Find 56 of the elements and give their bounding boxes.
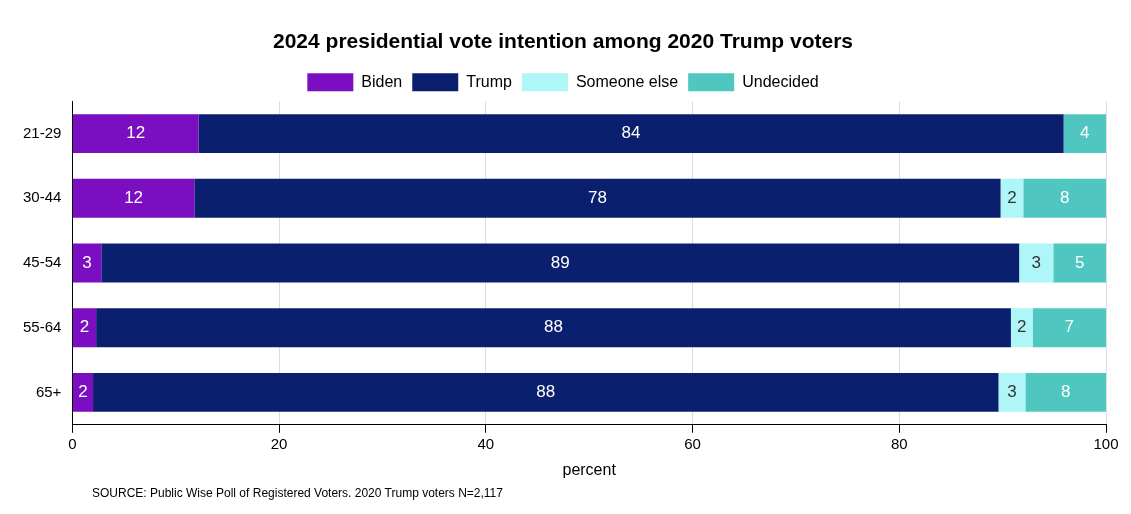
bar — [1053, 243, 1106, 283]
data-label: 4 — [1080, 123, 1090, 143]
bar — [1023, 178, 1106, 218]
bar — [998, 373, 1026, 412]
legend-label: Someone else — [575, 72, 679, 90]
x-tick-label: 60 — [684, 434, 701, 452]
bar — [1010, 308, 1033, 348]
x-tick-label: 100 — [1093, 434, 1119, 452]
data-label: 84 — [621, 123, 641, 143]
bar — [1063, 114, 1106, 153]
data-label: 2 — [1007, 187, 1017, 207]
y-tick-label: 30-44 — [22, 188, 62, 206]
source-note: SOURCE: Public Wise Poll of Registered Voters. 2020 Trump voters N=2,117 — [92, 486, 503, 500]
x-tick-label: 40 — [477, 434, 495, 452]
y-tick-label: 65+ — [35, 382, 62, 400]
bar — [72, 114, 199, 153]
y-tick-label: 55-64 — [22, 317, 62, 335]
bar — [1019, 243, 1054, 283]
bar — [72, 178, 195, 218]
bar — [72, 243, 102, 283]
x-tick-label: 80 — [890, 434, 908, 452]
legend-label: Trump — [466, 72, 512, 90]
data-label: 12 — [124, 187, 144, 207]
data-label: 8 — [1060, 382, 1071, 402]
bar — [93, 373, 999, 412]
data-label: 2 — [79, 317, 90, 337]
data-label: 12 — [126, 123, 146, 143]
bar — [1025, 373, 1106, 412]
x-tick-label: 20 — [270, 434, 288, 452]
y-tick-label: 21-29 — [22, 123, 62, 141]
bar — [1032, 308, 1106, 348]
data-label: 89 — [550, 252, 570, 272]
data-label: 8 — [1059, 187, 1070, 207]
bar — [198, 114, 1064, 153]
data-label: 2 — [1017, 317, 1027, 337]
chart-title: 2024 presidential vote intention among 2020 Trump voters — [272, 29, 854, 53]
data-label: 3 — [1031, 252, 1041, 272]
legend-label: Biden — [361, 72, 403, 90]
y-tick-label: 45-54 — [22, 253, 62, 271]
data-label: 78 — [587, 187, 607, 207]
data-label: 2 — [78, 382, 88, 402]
bar — [1000, 178, 1024, 218]
data-label: 88 — [544, 317, 563, 337]
bar — [72, 373, 94, 412]
data-label: 88 — [536, 382, 556, 402]
bar — [194, 178, 1001, 218]
data-label: 5 — [1074, 252, 1085, 272]
x-tick-label: 0 — [68, 434, 77, 452]
data-label: 3 — [82, 252, 92, 272]
bar — [72, 308, 97, 348]
legend-label: Undecided — [742, 72, 819, 90]
x-axis-title: percent — [562, 460, 617, 478]
bar — [96, 308, 1011, 348]
bar — [101, 243, 1020, 283]
data-label: 3 — [1007, 382, 1017, 402]
data-label: 7 — [1064, 317, 1075, 337]
